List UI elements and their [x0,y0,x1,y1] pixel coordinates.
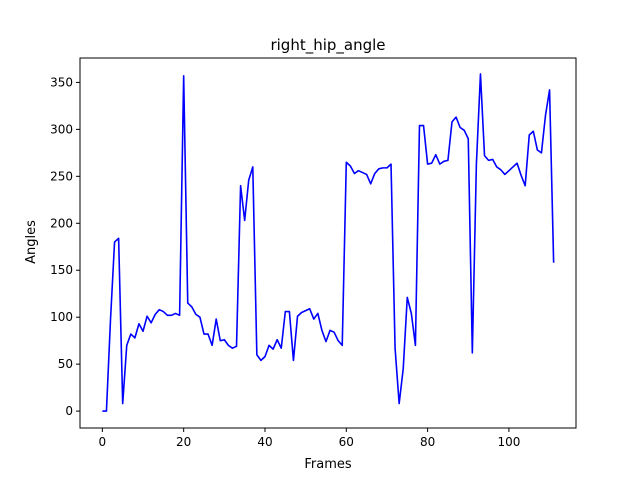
plot-frame [79,57,577,429]
series-line [102,73,555,412]
x-axis-label: Frames [304,457,352,472]
x-tick-label: 100 [497,435,520,449]
x-tick-label: 60 [339,435,354,449]
x-tick-label: 0 [99,435,107,449]
y-tick-label: 300 [50,122,73,136]
x-tick-label: 80 [420,435,435,449]
y-tick-label: 250 [50,169,73,183]
y-tick-label: 50 [58,357,73,371]
x-tick-label: 20 [176,435,191,449]
plot-series [102,73,555,412]
x-tick-label: 40 [257,435,272,449]
y-axis-label: Angles [24,220,39,264]
chart-title: right_hip_angle [270,36,385,55]
y-tick-label: 200 [50,216,73,230]
y-tick-label: 0 [65,404,73,418]
y-tick-label: 150 [50,263,73,277]
y-tick-label: 350 [50,75,73,89]
x-axis-ticks: 0 20 40 60 80 100 [99,428,520,449]
y-tick-label: 100 [50,310,73,324]
y-axis-ticks: 0 50 100 150 200 250 300 350 [50,75,80,418]
